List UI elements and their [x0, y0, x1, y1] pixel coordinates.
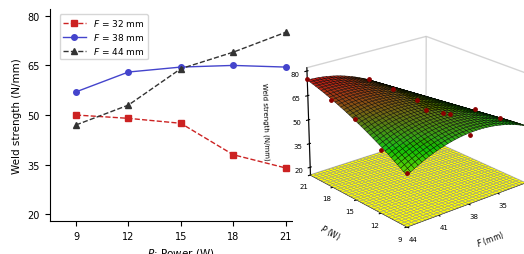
$F$ = 32 mm	[125, 117, 132, 120]
$F$ = 44 mm	[178, 68, 184, 71]
$F$ = 32 mm	[230, 154, 236, 157]
$F$ = 38 mm	[282, 66, 289, 69]
$F$ = 44 mm	[282, 32, 289, 35]
$F$ = 32 mm	[73, 114, 79, 117]
Line: $F$ = 44 mm: $F$ = 44 mm	[73, 30, 288, 128]
$F$ = 44 mm	[125, 104, 132, 107]
$F$ = 38 mm	[125, 71, 132, 74]
Y-axis label: $P$ (W): $P$ (W)	[318, 221, 343, 242]
Line: $F$ = 38 mm: $F$ = 38 mm	[73, 64, 288, 95]
X-axis label: $P$: Power (W): $P$: Power (W)	[147, 246, 214, 254]
$F$ = 44 mm	[230, 52, 236, 55]
Legend: $F$ = 32 mm, $F$ = 38 mm, $F$ = 44 mm: $F$ = 32 mm, $F$ = 38 mm, $F$ = 44 mm	[60, 15, 148, 60]
$F$ = 38 mm	[230, 65, 236, 68]
Y-axis label: Weld strength (N/mm): Weld strength (N/mm)	[12, 58, 22, 173]
$F$ = 32 mm	[282, 167, 289, 170]
Line: $F$ = 32 mm: $F$ = 32 mm	[73, 113, 288, 171]
X-axis label: $F$ (mm): $F$ (mm)	[475, 228, 506, 249]
$F$ = 32 mm	[178, 122, 184, 125]
$F$ = 44 mm	[73, 124, 79, 127]
$F$ = 38 mm	[178, 66, 184, 69]
$F$ = 38 mm	[73, 91, 79, 94]
